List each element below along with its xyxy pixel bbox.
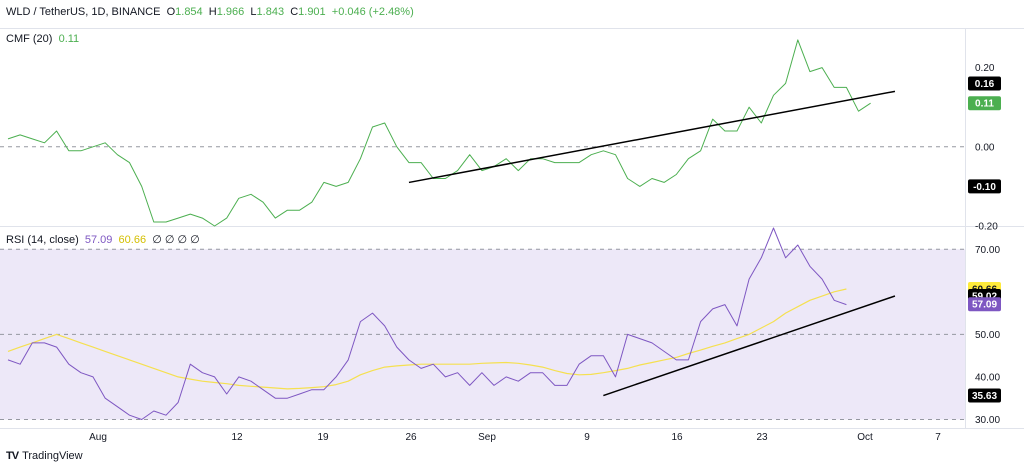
tradingview-logo-icon: TV (6, 450, 19, 462)
rsi-legend[interactable]: RSI (14, close) 57.09 60.66 ∅ ∅ ∅ ∅ (6, 233, 200, 246)
x-tick-label: 19 (317, 432, 329, 443)
high-label: H (208, 6, 217, 18)
cmf-trendline (408, 90, 896, 184)
tradingview-watermark[interactable]: TV TradingView (6, 450, 83, 462)
cmf-legend[interactable]: CMF (20) 0.11 (6, 33, 79, 45)
cmf-y-tick-label: -0.20 (975, 222, 998, 233)
cmf-value-badge-bg (968, 179, 1001, 194)
cmf-series-line (7, 39, 871, 227)
rsi-trendline (603, 295, 896, 397)
cmf-value-badge: 0.16 (975, 79, 995, 90)
rsi-value-badge-bg (968, 297, 1001, 312)
x-tick-label: Sep (478, 432, 496, 443)
rsi-y-tick-label: 70.00 (975, 245, 1000, 256)
cmf-value-badge: 0.11 (975, 99, 994, 110)
rsi-label: RSI (14, close) (6, 234, 79, 246)
symbol-header: WLD / TetherUS, 1D, BINANCE O1.854 H1.96… (6, 6, 414, 18)
x-tick-label: 12 (231, 432, 243, 443)
open-label: O (166, 6, 176, 18)
rsi-y-tick-label: 30.00 (975, 415, 1000, 426)
low-value: 1.843 (256, 6, 285, 18)
change-value: +0.046 (+2.48%) (331, 6, 414, 18)
low-label: L (250, 6, 257, 18)
rsi-y-tick-label: 40.00 (975, 372, 1000, 383)
rsi-value: 57.09 (84, 234, 113, 246)
cmf-value-badge: -0.10 (973, 182, 996, 193)
x-tick-label: Aug (89, 432, 107, 443)
rsi-ma-value: 60.66 (118, 234, 147, 246)
cmf-y-tick-label: 0.20 (975, 63, 995, 74)
x-tick-label: 16 (671, 432, 683, 443)
high-value: 1.966 (216, 6, 245, 18)
close-value: 1.901 (298, 6, 326, 18)
cmf-value-badge-bg (968, 76, 1001, 91)
rsi-extra-values: ∅ ∅ ∅ ∅ (152, 234, 200, 246)
x-tick-label: 9 (584, 432, 590, 443)
cmf-value: 0.11 (58, 33, 80, 45)
x-tick-label: 26 (405, 432, 417, 443)
open-value: 1.854 (175, 6, 203, 18)
x-tick-label: 23 (756, 432, 768, 443)
x-tick-label: 7 (935, 432, 941, 443)
tradingview-label: TradingView (22, 450, 83, 462)
rsi-value-badge: 59.02 (972, 292, 997, 303)
rsi-value-badge-bg (968, 388, 1001, 403)
cmf-label: CMF (20) (6, 33, 53, 45)
symbol-title: WLD / TetherUS, 1D, BINANCE (6, 6, 161, 18)
rsi-ma-series-line (7, 288, 847, 390)
close-label: C (290, 6, 299, 18)
x-tick-label: Oct (857, 432, 873, 443)
rsi-y-tick-label: 50.00 (975, 330, 1000, 341)
rsi-value-badge: 57.09 (972, 300, 997, 311)
rsi-series-line (7, 227, 847, 420)
rsi-value-badge: 35.63 (972, 391, 997, 402)
cmf-y-tick-label: 0.00 (975, 142, 995, 153)
cmf-value-badge-bg (968, 96, 1001, 111)
